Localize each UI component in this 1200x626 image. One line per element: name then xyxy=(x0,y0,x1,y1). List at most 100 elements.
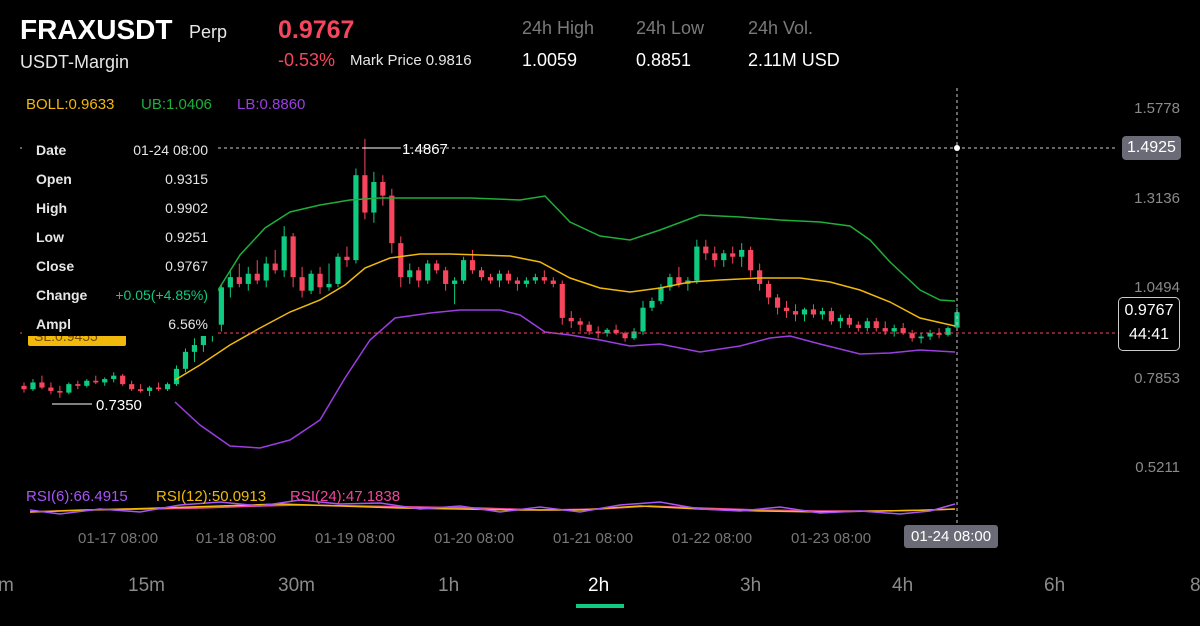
tab-timeframe-6h[interactable]: 6h xyxy=(1044,575,1066,596)
candle-body xyxy=(245,273,251,284)
rsi-24-line xyxy=(29,504,956,513)
y-axis-label: 1.0494 xyxy=(1134,279,1180,296)
crosshair-price-tag: 1.4925 xyxy=(1122,136,1181,160)
candle-body xyxy=(290,236,296,278)
mark-price: Mark Price 0.9816 xyxy=(350,52,472,69)
candle-body xyxy=(649,300,655,308)
candle-body xyxy=(667,277,673,288)
tab-timeframe-2h[interactable]: 2h xyxy=(588,575,610,596)
info-key-low: Low xyxy=(36,229,64,245)
mark-price-value: 0.9816 xyxy=(425,52,472,69)
boll-mid-value: BOLL:0.9633 xyxy=(26,96,115,113)
candle-body xyxy=(326,283,332,288)
candle-body xyxy=(317,273,323,288)
candle-body xyxy=(425,263,431,281)
x-axis-label: 01-22 08:00 xyxy=(672,530,753,547)
candle-body xyxy=(146,387,153,391)
candle-body xyxy=(452,280,458,284)
tab-timeframe-3h[interactable]: 3h xyxy=(740,575,762,596)
stat-label-low: 24h Low xyxy=(636,18,705,38)
rsi-6-value: RSI(6):66.4915 xyxy=(26,488,128,505)
candle-body xyxy=(21,385,27,390)
candle-body xyxy=(712,253,718,261)
ohlc-info-panel xyxy=(22,132,218,336)
candle-body xyxy=(434,263,440,271)
candle-body xyxy=(102,379,108,383)
candle-body xyxy=(389,195,395,244)
candle-body xyxy=(496,273,503,281)
candle-body xyxy=(460,260,467,281)
info-value-high: 0.9902 xyxy=(165,200,208,216)
candle-body xyxy=(721,253,727,261)
tab-timeframe-4h[interactable]: 4h xyxy=(892,575,914,596)
low-annotation: 0.7350 xyxy=(96,397,142,414)
candle-body xyxy=(774,297,781,308)
candle-body xyxy=(846,317,852,325)
x-axis-label: 01-19 08:00 xyxy=(315,530,396,547)
candle-body xyxy=(891,328,897,332)
tab-timeframe-30m[interactable]: 30m xyxy=(278,575,315,596)
tab-timeframe-m[interactable]: m xyxy=(0,575,14,596)
candle-body xyxy=(164,384,171,390)
candle-body xyxy=(739,249,745,257)
symbol-title[interactable]: FRAXUSDT xyxy=(20,14,173,45)
candle-body xyxy=(30,382,36,390)
candle-body xyxy=(900,328,906,334)
x-axis-label: 01-20 08:00 xyxy=(434,530,515,547)
candle-body xyxy=(604,329,610,334)
crosshair-dot xyxy=(954,145,960,151)
candle-body xyxy=(658,287,664,301)
info-value-low: 0.9251 xyxy=(165,229,208,245)
boll-lower-line xyxy=(174,309,956,449)
candles-layer xyxy=(21,138,960,398)
candle-body xyxy=(281,236,287,271)
candle-body xyxy=(568,317,574,322)
candle-body xyxy=(487,277,494,281)
stat-value-vol: 2.11M USD xyxy=(748,50,840,70)
candle-body xyxy=(443,270,449,284)
candle-body xyxy=(559,283,565,318)
stat-label-high: 24h High xyxy=(522,18,595,38)
candle-body xyxy=(631,331,637,339)
info-key-ampl: Ampl xyxy=(36,316,71,332)
candle-body xyxy=(155,387,162,390)
candle-body xyxy=(111,375,117,380)
info-key-open: Open xyxy=(36,171,72,187)
info-value-ampl: 6.56% xyxy=(168,316,208,332)
y-axis-label: 0.5211 xyxy=(1135,459,1180,476)
timeframe-underline xyxy=(576,604,624,608)
candle-body xyxy=(362,175,368,213)
candle-body xyxy=(371,181,377,213)
candle-body xyxy=(335,256,341,284)
candle-body xyxy=(478,270,485,278)
rsi-24-value: RSI(24):47.1838 xyxy=(290,488,401,505)
candle-body xyxy=(783,307,790,312)
candle-body xyxy=(703,246,709,254)
candle-body xyxy=(927,333,933,337)
candle-body xyxy=(613,329,619,334)
candle-body xyxy=(182,351,189,369)
candle-body xyxy=(416,270,422,281)
candle-body xyxy=(837,317,843,322)
candle-body xyxy=(353,175,359,261)
candle-body xyxy=(505,273,512,281)
info-key-high: High xyxy=(36,200,68,216)
crosshair-date-tag: 01-24 08:00 xyxy=(904,525,999,548)
info-key-close: Close xyxy=(36,258,75,274)
tab-timeframe-1h[interactable]: 1h xyxy=(438,575,460,596)
candle-body xyxy=(792,311,799,315)
x-axis-label: 01-23 08:00 xyxy=(791,530,872,547)
high-annotation: 1.4867 xyxy=(402,141,448,158)
candle-body xyxy=(93,380,99,383)
boll-upper-line xyxy=(214,195,956,302)
tab-timeframe-8h[interactable]: 8 xyxy=(1190,575,1200,596)
boll-upper-value: UB:1.0406 xyxy=(141,96,212,113)
candle-body xyxy=(380,181,386,196)
candle-body xyxy=(945,328,951,335)
candle-body xyxy=(757,270,763,284)
candle-body xyxy=(541,277,547,281)
candle-body xyxy=(855,324,861,329)
candle-body xyxy=(308,273,314,291)
tab-timeframe-15m[interactable]: 15m xyxy=(128,575,165,596)
